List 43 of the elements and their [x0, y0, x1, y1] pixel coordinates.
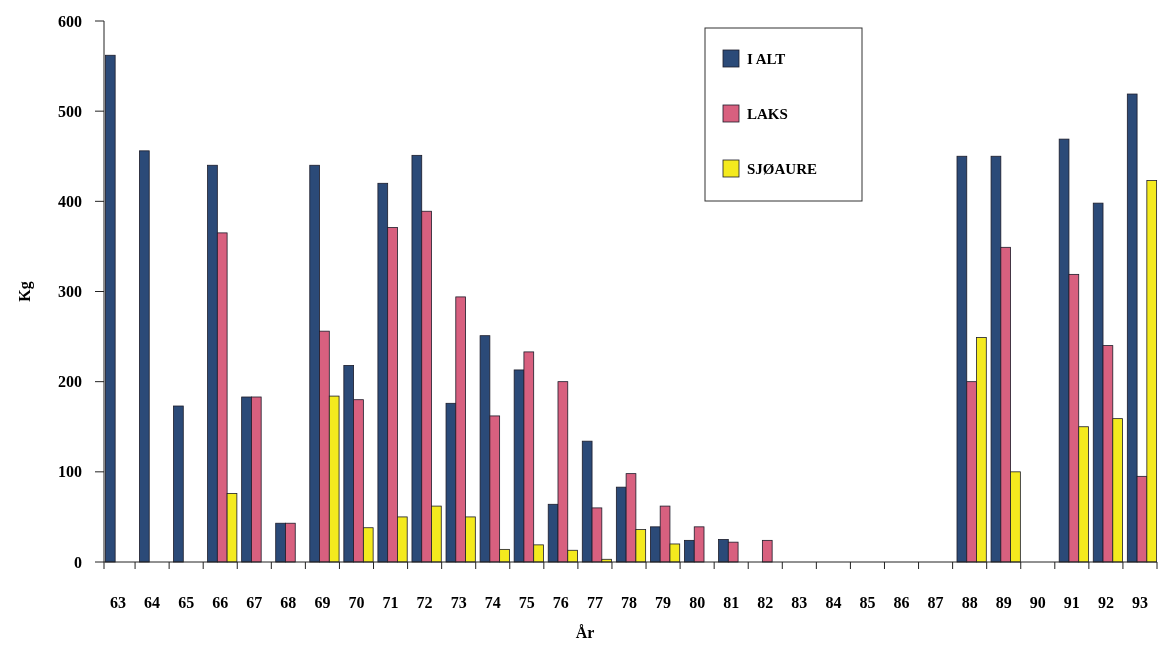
x-tick-label: 81	[723, 594, 740, 611]
x-tick-label: 76	[552, 594, 569, 611]
x-tick-label: 82	[757, 594, 774, 611]
x-axis-title: År	[575, 624, 595, 641]
x-tick-label: 75	[518, 594, 535, 611]
x-tick-label: 89	[995, 594, 1012, 611]
x-tick-label: 85	[859, 594, 876, 611]
x-tick-label: 77	[586, 594, 603, 611]
x-tick-label: 68	[280, 594, 297, 611]
x-tick-label: 84	[825, 594, 842, 611]
legend-label: I ALT	[747, 51, 786, 68]
y-tick-label: 300	[58, 283, 82, 301]
x-tick-label: 74	[484, 594, 501, 611]
x-tick-label: 72	[416, 594, 433, 611]
x-tick-label: 67	[246, 594, 263, 611]
x-tick-label: 69	[314, 594, 331, 611]
x-tick-label: 87	[927, 594, 944, 611]
x-tick-label: 63	[110, 594, 127, 611]
x-tick-label: 91	[1063, 594, 1080, 611]
y-tick-label: 200	[58, 373, 82, 391]
x-tick-label: 64	[144, 594, 161, 611]
x-tick-label: 88	[961, 594, 978, 611]
legend-label: SJØAURE	[747, 161, 818, 178]
x-tick-label: 73	[450, 594, 467, 611]
x-tick-label: 66	[212, 594, 229, 611]
y-axis-title: Kg	[16, 281, 34, 302]
y-tick-label: 100	[58, 463, 82, 481]
x-tick-label: 79	[655, 594, 672, 611]
x-tick-label: 90	[1029, 594, 1046, 611]
y-tick-label: 600	[58, 12, 82, 30]
x-tick-label: 80	[689, 594, 706, 611]
x-tick-label: 70	[348, 594, 365, 611]
y-tick-label: 0	[74, 553, 82, 571]
x-tick-label: 78	[621, 594, 637, 611]
x-tick-label: 86	[893, 594, 910, 611]
x-tick-label: 83	[791, 594, 808, 611]
legend-label: LAKS	[747, 106, 788, 123]
x-tick-label: 71	[382, 594, 399, 611]
x-tick-label: 92	[1097, 594, 1114, 611]
y-tick-label: 500	[58, 102, 82, 120]
x-tick-label: 65	[178, 594, 195, 611]
y-tick-label: 400	[58, 192, 82, 210]
x-tick-label: 93	[1131, 594, 1148, 611]
